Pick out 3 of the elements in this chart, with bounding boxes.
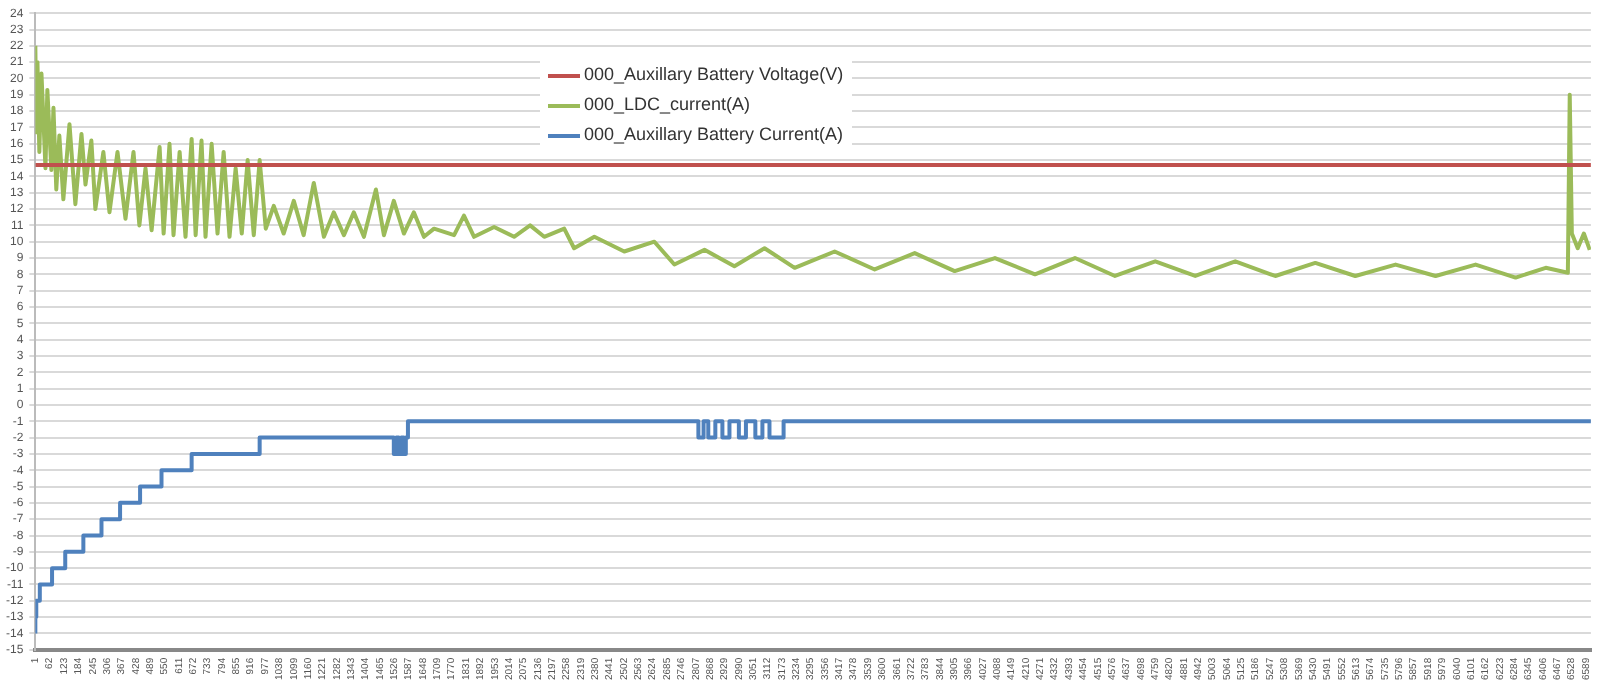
legend-label: 000_LDC_current(A) [584,92,751,118]
legend-label: 000_Auxillary Battery Current(A) [584,122,844,148]
legend-label: 000_Auxillary Battery Voltage(V) [584,62,844,88]
